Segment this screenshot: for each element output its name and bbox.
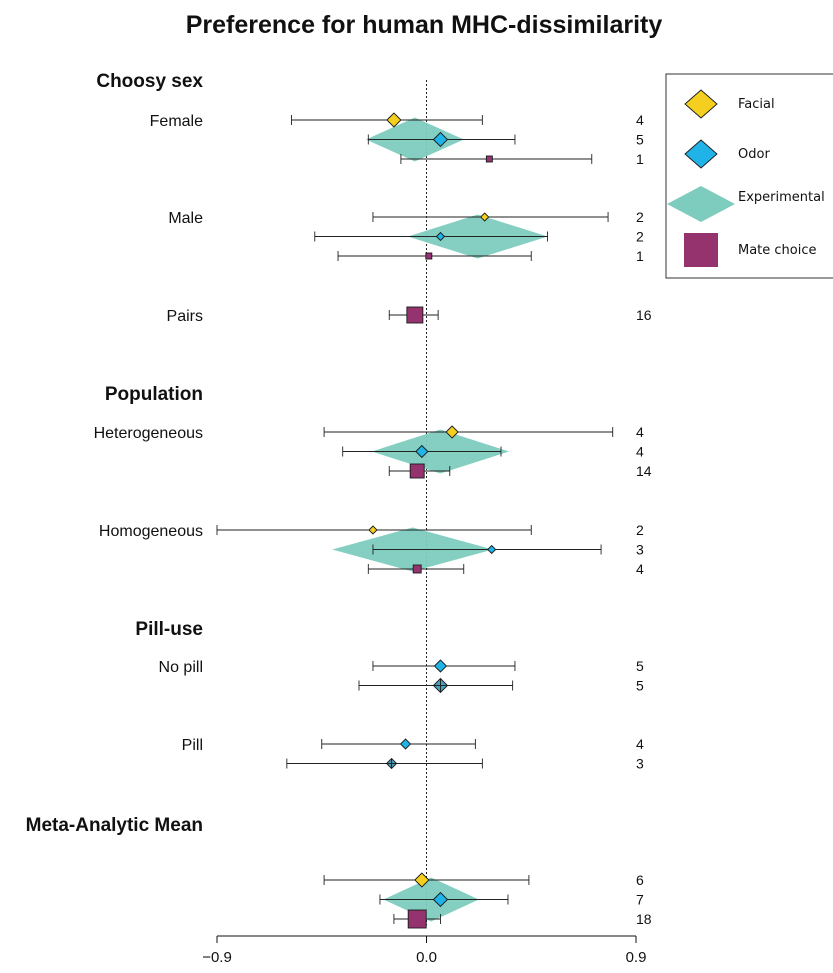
section-label: Choosy sex [96, 71, 203, 92]
group-label: Pill [182, 737, 203, 754]
sample-count: 14 [636, 463, 652, 479]
group-label: Pairs [167, 308, 203, 325]
sample-count: 4 [636, 736, 644, 752]
legend-swatch [684, 233, 718, 267]
chart-title: Preference for human MHC-dissimilarity [186, 11, 663, 39]
facial-point [414, 872, 430, 888]
legend-swatch [667, 186, 735, 222]
mate-choice-point [425, 252, 433, 260]
odor-point [432, 891, 449, 908]
sample-count: 16 [636, 307, 652, 323]
odor-point [415, 444, 429, 459]
x-tick-label: 0.0 [416, 949, 437, 966]
sample-count: 5 [636, 132, 644, 148]
facial-point [445, 425, 459, 439]
legend-label: Odor [738, 147, 770, 162]
group-label: Female [150, 113, 203, 130]
plot-area: Choosy sex Female 4 5 1 Male 2 2 1 Pairs 16 Populat… [26, 71, 652, 966]
sample-count: 5 [636, 678, 644, 694]
sample-count: 7 [636, 892, 644, 908]
sample-count: 4 [636, 561, 644, 577]
group-label: Male [168, 210, 203, 227]
legend-swatch [684, 89, 718, 119]
odor-point [487, 544, 497, 555]
sample-count: 2 [636, 229, 644, 245]
section-label: Population [105, 384, 203, 405]
legend: Facial Odor Experimental Mate choice [665, 73, 833, 279]
legend-label: Experimental [738, 190, 825, 205]
sample-count: 3 [636, 756, 644, 772]
group-label: Homogeneous [99, 523, 203, 540]
odor-point [435, 231, 446, 242]
mate-choice-point [407, 909, 427, 929]
odor-point [432, 131, 449, 148]
x-tick-label: −0.9 [202, 949, 232, 966]
facial-point [368, 525, 378, 535]
facial-point [480, 212, 490, 222]
facial-point [386, 112, 402, 128]
sample-count: 4 [636, 444, 644, 460]
mate-choice-point [412, 564, 422, 574]
group-label: Heterogeneous [94, 425, 203, 442]
legend-swatch [684, 139, 718, 169]
legend-label: Facial [738, 97, 775, 112]
sample-count: 18 [636, 911, 652, 927]
sample-count: 2 [636, 522, 644, 538]
legend-label: Mate choice [738, 243, 817, 258]
odor-point [399, 738, 412, 750]
mate-choice-point [485, 155, 493, 163]
mate-choice-point [406, 306, 424, 324]
group-label: No pill [159, 659, 203, 676]
sample-count: 3 [636, 542, 644, 558]
section-label: Meta-Analytic Mean [26, 815, 203, 836]
sample-count: 6 [636, 872, 644, 888]
sample-count: 1 [636, 248, 644, 264]
x-tick-label: 0.9 [626, 949, 647, 966]
mate-choice-point [409, 463, 425, 479]
odor-point [433, 659, 448, 673]
sample-count: 4 [636, 112, 644, 128]
sample-count: 1 [636, 151, 644, 167]
section-label: Pill-use [135, 619, 203, 640]
sample-count: 5 [636, 658, 644, 674]
sample-count: 4 [636, 424, 644, 440]
sample-count: 2 [636, 209, 644, 225]
